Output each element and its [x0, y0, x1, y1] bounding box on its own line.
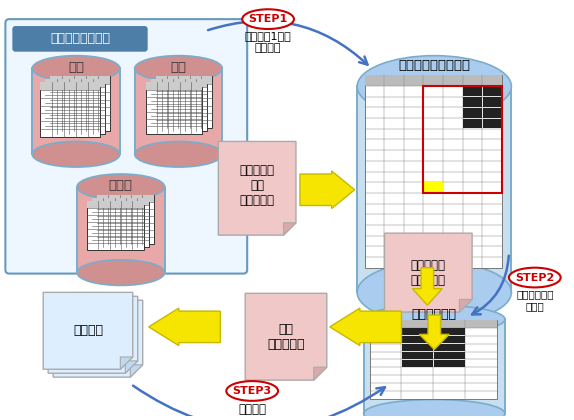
FancyBboxPatch shape: [5, 19, 247, 273]
Text: STEP3: STEP3: [232, 386, 272, 396]
Bar: [364, 75, 502, 86]
Polygon shape: [125, 361, 138, 373]
Text: コンバータ
作成
プログラム: コンバータ 作成 プログラム: [240, 164, 274, 207]
Polygon shape: [459, 299, 472, 312]
Ellipse shape: [135, 142, 222, 167]
Bar: [150, 79, 207, 131]
Text: 分析結果: 分析結果: [73, 324, 103, 337]
Bar: [483, 97, 502, 107]
Polygon shape: [149, 308, 220, 346]
Polygon shape: [53, 300, 143, 377]
Text: 分析
プログラム: 分析 プログラム: [267, 323, 305, 351]
Bar: [424, 86, 502, 193]
Bar: [50, 76, 110, 84]
Bar: [402, 352, 433, 359]
Bar: [146, 82, 203, 89]
Bar: [433, 336, 465, 343]
Ellipse shape: [357, 262, 511, 323]
Bar: [463, 108, 482, 118]
Polygon shape: [420, 315, 449, 349]
Bar: [433, 344, 465, 351]
Ellipse shape: [363, 305, 505, 333]
FancyArrowPatch shape: [472, 256, 509, 315]
Bar: [463, 118, 482, 128]
Bar: [77, 187, 165, 273]
Polygon shape: [245, 293, 327, 380]
Bar: [433, 352, 465, 359]
Bar: [87, 201, 144, 207]
Text: 大きなデータセット: 大きなデータセット: [398, 59, 470, 72]
Polygon shape: [284, 223, 296, 235]
Text: STEP1: STEP1: [249, 14, 288, 24]
Polygon shape: [130, 365, 143, 377]
Ellipse shape: [135, 55, 222, 81]
Polygon shape: [48, 296, 138, 373]
Bar: [146, 82, 203, 134]
Bar: [370, 320, 497, 399]
Text: 実証分析: 実証分析: [238, 403, 266, 416]
Ellipse shape: [509, 268, 561, 287]
Polygon shape: [300, 171, 355, 208]
Polygon shape: [43, 292, 133, 369]
Polygon shape: [330, 308, 401, 346]
Bar: [32, 68, 120, 154]
FancyBboxPatch shape: [12, 26, 148, 52]
Polygon shape: [218, 142, 296, 235]
Text: 個票: 個票: [170, 61, 187, 74]
Polygon shape: [121, 357, 133, 369]
Bar: [40, 82, 100, 90]
Text: 名簿: 名簿: [68, 61, 84, 74]
Bar: [483, 108, 502, 118]
Bar: [156, 76, 212, 128]
Text: 材料（元データ）: 材料（元データ）: [50, 32, 110, 45]
Bar: [357, 87, 511, 292]
Bar: [50, 76, 110, 131]
Bar: [424, 182, 443, 193]
Bar: [97, 195, 154, 244]
Bar: [150, 79, 207, 87]
Text: その他: その他: [109, 179, 133, 192]
Bar: [87, 201, 144, 250]
Bar: [45, 79, 105, 87]
Bar: [463, 87, 482, 96]
Text: 分析用データ: 分析用データ: [412, 307, 457, 320]
Ellipse shape: [357, 55, 511, 117]
Ellipse shape: [363, 399, 505, 420]
Bar: [135, 68, 222, 154]
Polygon shape: [314, 367, 327, 380]
Bar: [45, 79, 105, 134]
Ellipse shape: [226, 381, 278, 401]
Bar: [97, 195, 154, 202]
Bar: [92, 198, 149, 205]
Bar: [156, 76, 212, 84]
Bar: [463, 97, 482, 107]
Bar: [483, 118, 502, 128]
Text: 必要なデータ
を抽出: 必要なデータ を抽出: [516, 289, 553, 311]
Bar: [364, 75, 502, 268]
Bar: [433, 360, 465, 367]
Text: データ抽出
プログラム: データ抽出 プログラム: [411, 259, 446, 286]
Bar: [402, 344, 433, 351]
Bar: [483, 87, 502, 96]
Text: STEP2: STEP2: [515, 273, 554, 283]
FancyArrowPatch shape: [133, 386, 385, 420]
Ellipse shape: [77, 174, 165, 200]
Polygon shape: [412, 268, 442, 305]
Bar: [363, 319, 505, 414]
Bar: [402, 336, 433, 343]
Bar: [402, 328, 433, 336]
Bar: [370, 320, 497, 328]
Ellipse shape: [32, 142, 120, 167]
Bar: [402, 360, 433, 367]
FancyArrowPatch shape: [208, 21, 367, 65]
Bar: [40, 82, 100, 136]
Polygon shape: [385, 233, 472, 312]
Bar: [92, 198, 149, 247]
Ellipse shape: [242, 9, 294, 29]
Text: データを1つに
まとめる: データを1つに まとめる: [245, 31, 292, 52]
Bar: [433, 328, 465, 336]
Ellipse shape: [77, 260, 165, 286]
Ellipse shape: [32, 55, 120, 81]
